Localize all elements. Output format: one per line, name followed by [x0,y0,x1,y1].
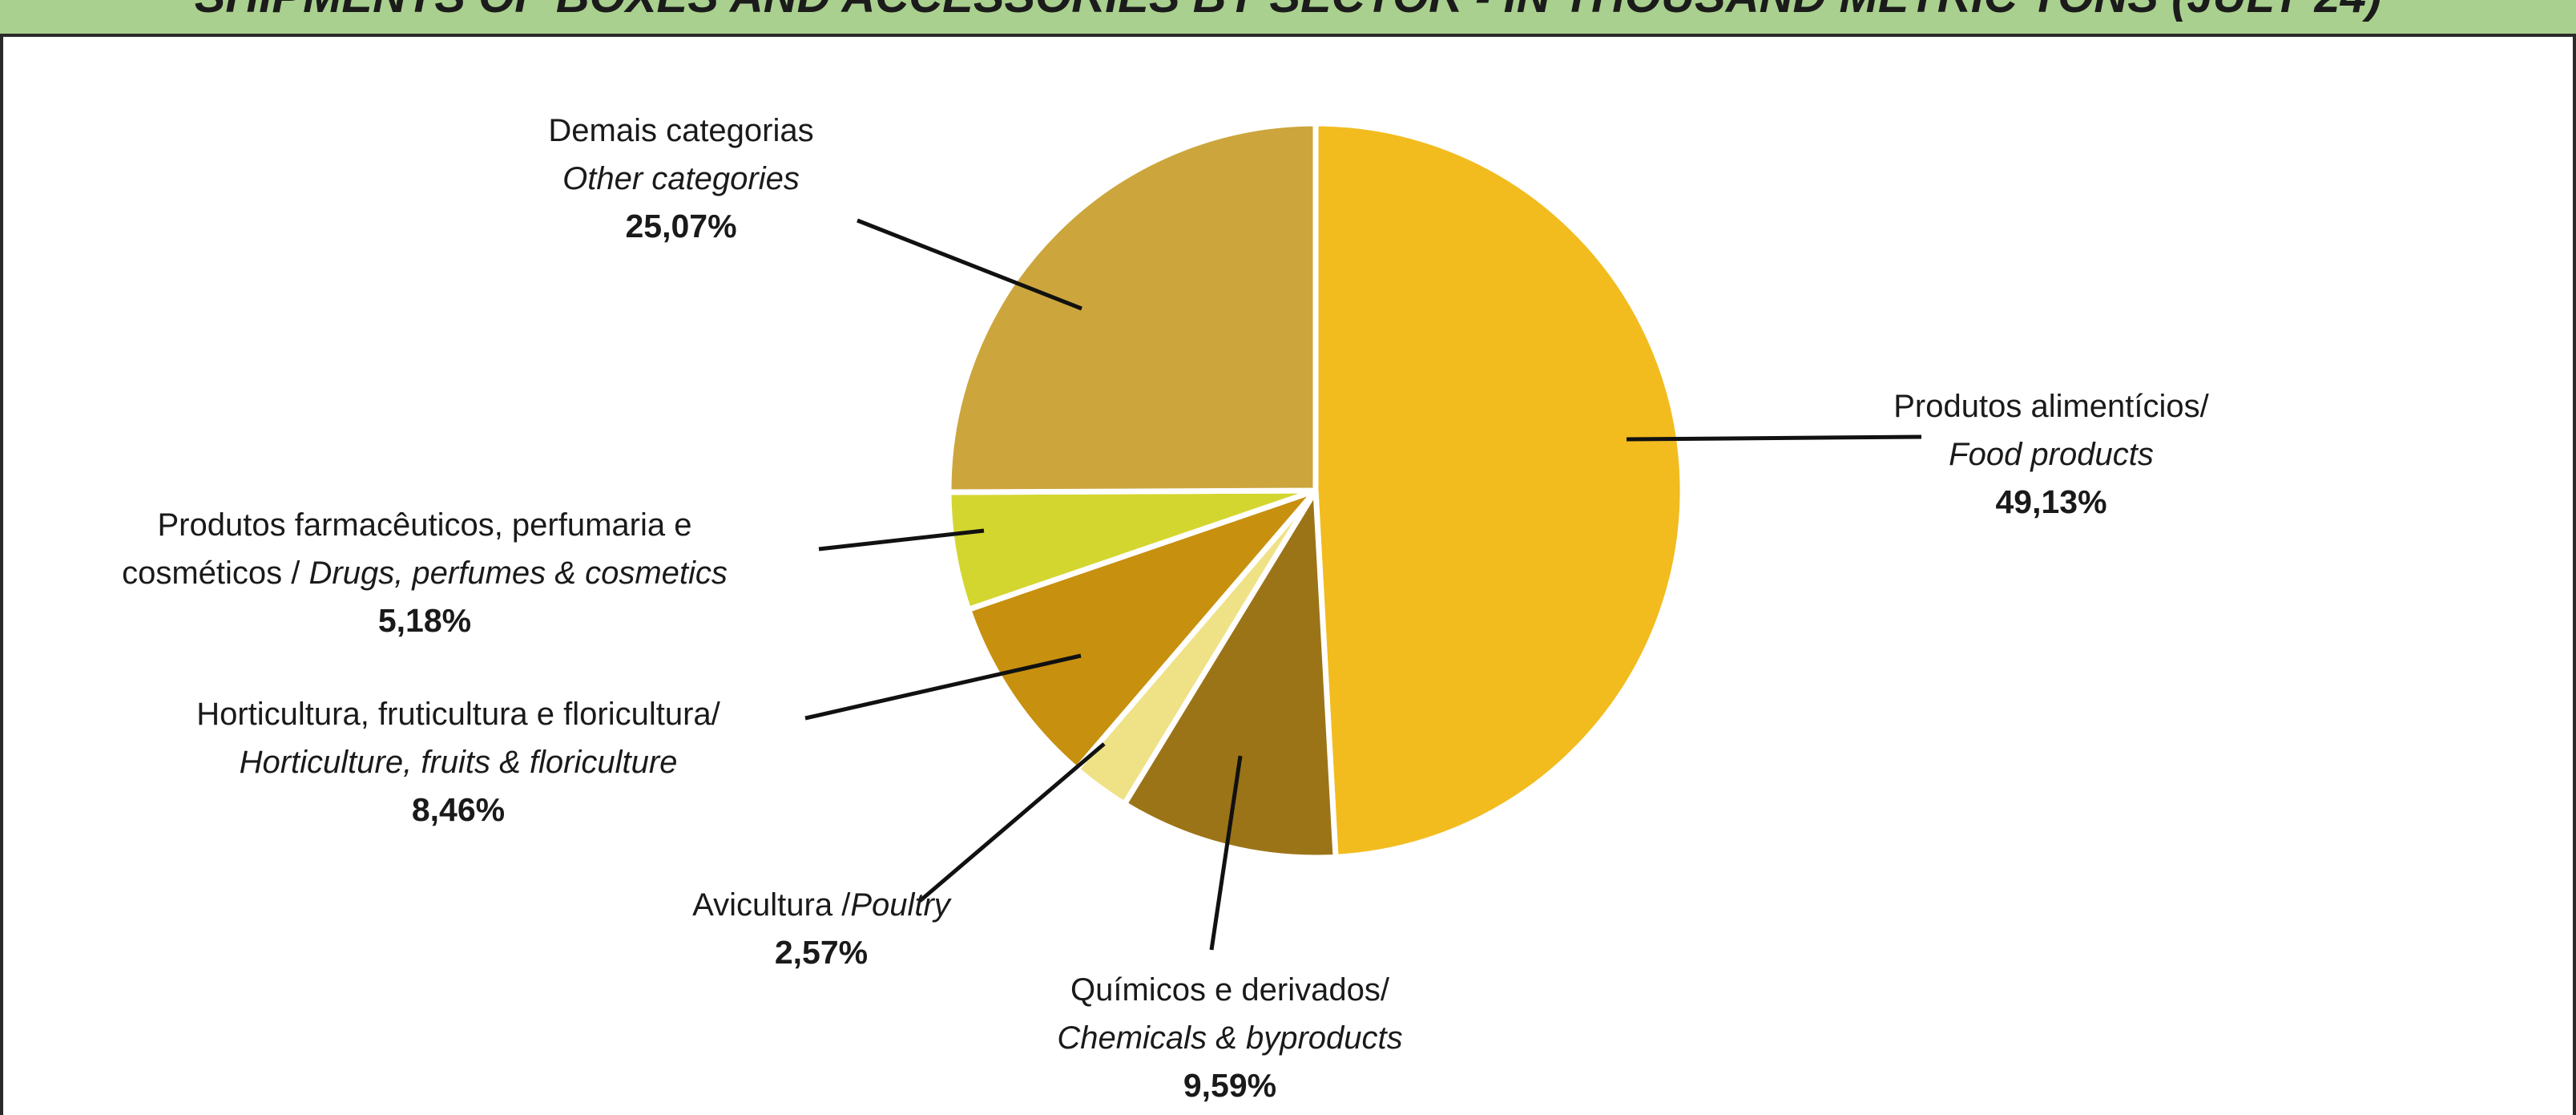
label-group-food: Produtos alimentícios/Food products 49,13… [1893,389,2209,520]
slice-label-line2-horticulture: Horticulture, fruits & floriculture [240,745,678,780]
slice-label-line1-poultry: Avicultura /Poultry [692,887,953,923]
slice-labels: Produtos alimentícios/Food products 49,13… [122,113,2210,1104]
leader-line-chemicals [1209,755,1243,951]
label-group-drugs: Produtos farmacêuticos, perfumaria e cosm… [122,507,728,639]
slice-label-en2-other: Other categories [562,161,800,196]
slice-label-pt-other: Demais categorias [548,113,813,148]
label-group-chemicals: Químicos e derivados/Chemicals & byprodu… [1057,972,1402,1104]
slice-label-pt2-drugs: cosméticos / [122,555,308,591]
slice-percent-food: 49,13% [1995,483,2106,520]
slice-label-en2-horticulture: Horticulture, fruits & floriculture [240,745,678,780]
slice-label-line2-other: Other categories [562,161,800,196]
slice-label-pt-poultry: Avicultura / [692,887,851,923]
slice-label-line2-chemicals: Chemicals & byproducts [1057,1020,1402,1056]
title-bar: SHIPMENTS OF BOXES AND ACCESSORIES BY SE… [0,0,2576,37]
slice-percent-drugs: 5,18% [378,602,471,639]
slice-label-en2-food: Food products [1949,437,2154,472]
slice-label-line1-other: Demais categorias [548,113,813,148]
slice-label-pt-chemicals: Químicos e derivados/ [1070,972,1390,1008]
slice-label-en-poultry: Poultry [850,887,952,923]
slice-label-line1-drugs: Produtos farmacêuticos, perfumaria e [158,507,692,543]
pie-slices [945,120,1686,861]
slice-label-pt-drugs: Produtos farmacêuticos, perfumaria e [158,507,692,543]
pie-slice-food [1312,120,1686,860]
slice-label-line1-food: Produtos alimentícios/ [1893,389,2209,424]
chart-title: SHIPMENTS OF BOXES AND ACCESSORIES BY SE… [0,0,2576,23]
label-group-other: Demais categorias Other categories 25,07% [548,113,813,244]
slice-percent-other: 25,07% [625,208,736,244]
slice-percent-chemicals: 9,59% [1183,1067,1276,1104]
slice-label-line1-chemicals: Químicos e derivados/ [1070,972,1390,1008]
leader-line-drugs [818,528,985,551]
slice-label-line1-horticulture: Horticultura, fruticultura e floricultur… [196,697,720,732]
label-group-poultry: Avicultura /Poultry 2,57% [692,887,953,971]
slice-label-pt-horticulture: Horticultura, fruticultura e floricultur… [196,697,720,732]
slice-percent-poultry: 2,57% [775,934,868,971]
pie-slice-horticulture [965,487,1319,773]
slice-label-line2-food: Food products [1949,437,2154,472]
label-group-horticulture: Horticultura, fruticultura e floricultur… [196,697,720,828]
leader-line-other [857,218,1082,311]
pie-slice-other [945,120,1319,495]
leader-line-poultry [918,742,1106,903]
leader-lines [804,218,1922,951]
slice-label-en2-chemicals: Chemicals & byproducts [1057,1020,1402,1056]
slice-label-line2-drugs: cosméticos / Drugs, perfumes & cosmetics [122,555,728,591]
leader-line-horticulture [804,653,1082,721]
slice-percent-horticulture: 8,46% [412,791,505,828]
slice-label-en2-drugs: Drugs, perfumes & cosmetics [309,555,728,591]
leader-line-food [1626,434,1922,442]
slice-label-pt-food: Produtos alimentícios/ [1893,389,2209,424]
